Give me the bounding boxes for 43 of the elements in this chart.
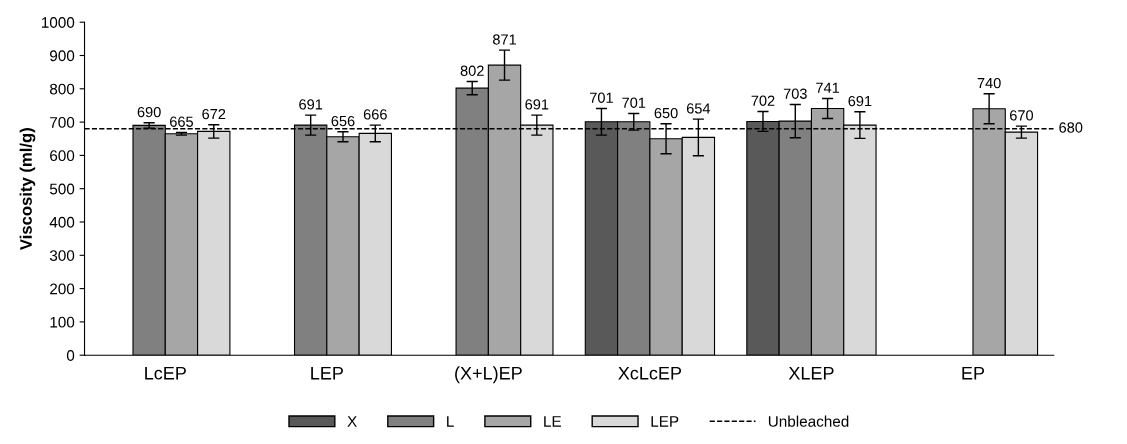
y-tick-label: 100	[50, 316, 75, 328]
data-label: 650	[654, 107, 678, 119]
y-tick-label: 1000	[41, 17, 75, 28]
data-label: 691	[299, 99, 323, 110]
x-tick-label: LEP	[311, 366, 343, 380]
data-label: 701	[622, 97, 646, 108]
data-label: 656	[331, 115, 355, 127]
data-label: 741	[816, 82, 840, 93]
data-label: 654	[686, 103, 711, 114]
x-tick-label: XcLcEP	[618, 366, 682, 380]
y-tick-label: 600	[50, 150, 75, 162]
y-tick-label: 400	[49, 216, 75, 228]
legend-label: L	[447, 416, 454, 427]
data-label: 690	[137, 106, 161, 118]
x-tick-label: (X+L)EP	[455, 366, 522, 384]
x-tick-label: LcEP	[145, 366, 186, 380]
y-tick-label: 300	[49, 250, 75, 261]
y-tick-label: 700	[50, 116, 75, 128]
text: 680	[1059, 122, 1083, 133]
data-label: 672	[202, 108, 226, 120]
y-axis-title: Viscosity (ml/g)	[19, 128, 36, 251]
data-label: 740	[977, 77, 1001, 89]
x-tick-label: XLEP	[788, 366, 834, 380]
data-label: 702	[751, 95, 775, 106]
y-tick-label: 900	[50, 50, 75, 62]
data-label: 666	[363, 109, 387, 120]
legend-label: Unbleached	[768, 415, 849, 427]
y-tick-label: 200	[50, 283, 75, 295]
data-label: 670	[1010, 110, 1034, 121]
data-label: 665	[170, 116, 193, 127]
data-label: 701	[590, 92, 613, 103]
data-label: 871	[492, 34, 516, 45]
data-label: 691	[525, 99, 549, 110]
y-tick-label: 800	[49, 83, 75, 95]
data-label: 802	[460, 65, 484, 76]
legend-label: LE	[544, 416, 561, 427]
y-tick-label: 500	[49, 183, 75, 195]
y-tick-label: 0	[66, 350, 75, 361]
legend-label: X	[347, 416, 357, 427]
data-label: 703	[783, 88, 807, 99]
x-tick-label: EP	[962, 366, 985, 380]
legend-label: LEP	[651, 416, 679, 427]
data-label: 691	[848, 95, 872, 107]
